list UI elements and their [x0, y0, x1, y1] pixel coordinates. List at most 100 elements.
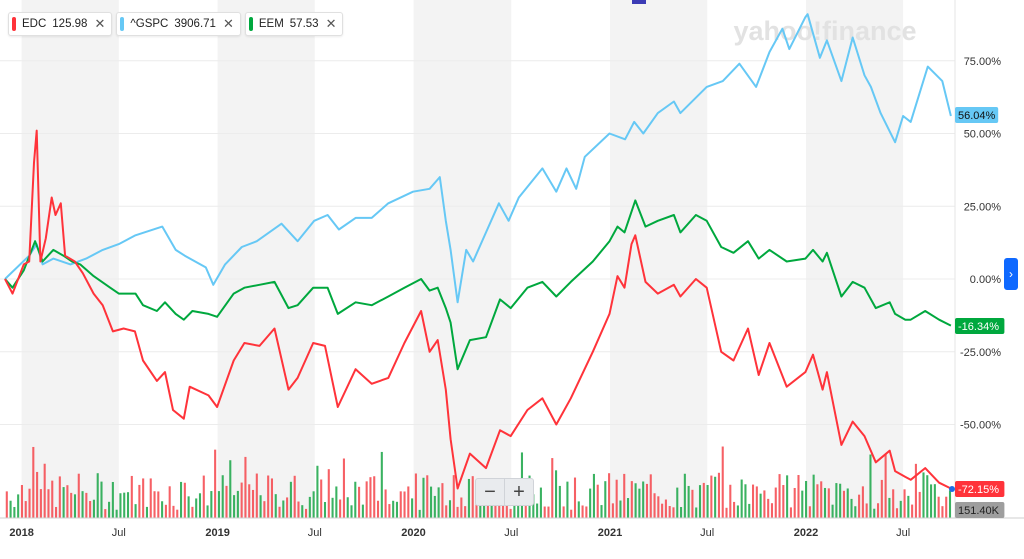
volume-bar	[630, 481, 633, 518]
volume-bar	[801, 490, 804, 518]
volume-bar	[536, 503, 539, 518]
volume-bar	[782, 485, 785, 518]
volume-bar	[233, 495, 236, 518]
end-label-text: -16.34%	[958, 321, 999, 333]
volume-bar	[619, 500, 622, 518]
volume-bar	[126, 492, 130, 518]
series-line-gspc[interactable]	[4, 13, 952, 304]
volume-bar	[555, 470, 558, 518]
volume-bar	[217, 491, 220, 518]
end-label-bg	[955, 107, 999, 123]
volume-bar	[547, 506, 550, 518]
series-line-edc[interactable]	[4, 129, 952, 490]
volume-bar	[286, 497, 289, 518]
volume-bar	[831, 504, 834, 518]
volume-bar	[585, 506, 588, 518]
volume-bar	[433, 495, 436, 518]
gspc-color-swatch	[120, 17, 125, 31]
volume-bar	[369, 477, 372, 518]
volume-bar	[820, 481, 823, 518]
end-label-text: -72.15%	[958, 484, 999, 496]
alternating-period-bands	[21, 0, 904, 518]
volume-bar	[460, 497, 463, 518]
volume-bar	[259, 495, 262, 518]
volume-bar	[183, 482, 186, 518]
legend-symbol: EEM	[258, 18, 284, 30]
x-tick-label: Jul	[112, 527, 126, 539]
volume-bar	[426, 475, 429, 518]
price-lines[interactable]	[4, 13, 952, 490]
range-handle[interactable]	[632, 0, 646, 4]
series-line-eem[interactable]	[4, 199, 952, 371]
volume-bar	[202, 475, 205, 518]
volume-bar	[592, 473, 595, 518]
legend-value: 3906.71	[174, 18, 216, 30]
volume-bar	[755, 486, 758, 518]
volume-bar	[346, 497, 349, 518]
volume-bar	[267, 475, 270, 518]
volume-bar	[43, 463, 46, 518]
volume-bar	[448, 500, 452, 518]
end-label-bg	[955, 502, 1005, 518]
volume-bar	[638, 488, 641, 518]
remove-icon[interactable]: ✕	[94, 16, 106, 31]
volume-bar	[153, 491, 156, 518]
volume-bar	[873, 508, 876, 518]
volume-bar	[611, 503, 614, 518]
legend-chip-eem[interactable]: EEM 57.53 ✕	[244, 12, 344, 36]
period-band	[413, 0, 512, 518]
volume-bar	[751, 484, 755, 518]
volume-bar	[664, 499, 667, 518]
legend-chip-edc[interactable]: EDC 125.98 ✕	[8, 12, 113, 36]
volume-bar	[104, 509, 107, 518]
volume-bar	[195, 498, 198, 518]
legend-value: 125.98	[52, 18, 88, 30]
remove-icon[interactable]: ✕	[325, 16, 337, 31]
volume-bar	[180, 481, 183, 518]
volume-bar	[119, 493, 122, 518]
volume-bar	[903, 489, 906, 518]
volume-bar	[539, 487, 542, 518]
volume-bar	[270, 478, 274, 518]
volume-bar	[634, 483, 637, 518]
volume-bar	[922, 472, 925, 518]
volume-bar	[157, 491, 160, 518]
volume-bar	[706, 484, 709, 518]
zoom-out-button[interactable]: −	[475, 478, 505, 506]
expand-panel-button[interactable]: ›	[1004, 258, 1018, 290]
volume-bar	[422, 477, 425, 518]
volume-bar	[108, 501, 111, 518]
volume-bar	[945, 496, 948, 518]
legend-chip-gspc[interactable]: ^GSPC 3906.71 ✕	[116, 12, 241, 36]
end-label-bg	[955, 318, 1005, 334]
volume-bar	[721, 446, 724, 518]
volume-bar	[418, 509, 421, 518]
volume-bar	[142, 478, 145, 518]
legend-value: 57.53	[289, 18, 319, 30]
volume-bar	[411, 498, 414, 518]
volume-bar	[278, 506, 281, 518]
volume-bar	[191, 506, 194, 518]
volume-bar	[608, 473, 611, 518]
volume-bar	[494, 502, 497, 518]
volume-bar	[77, 473, 80, 518]
zoom-in-button[interactable]: +	[505, 478, 534, 506]
x-tick-label: 2018	[9, 527, 33, 539]
volume-bar	[62, 487, 65, 518]
volume-bar	[865, 503, 868, 518]
volume-bar	[501, 494, 505, 518]
volume-bar	[452, 475, 455, 518]
volume-bar	[297, 501, 300, 518]
volume-bar	[948, 490, 952, 518]
volume-bar	[13, 507, 16, 518]
volume-bar	[441, 483, 444, 518]
volume-bar	[5, 491, 8, 518]
volume-bar	[839, 483, 842, 518]
eem-color-swatch	[248, 17, 253, 31]
volume-bar	[255, 473, 258, 518]
volume-bar	[198, 493, 202, 518]
y-tick-label: 75.00%	[964, 56, 1002, 68]
remove-icon[interactable]: ✕	[222, 16, 234, 31]
volume-bar	[240, 482, 243, 518]
